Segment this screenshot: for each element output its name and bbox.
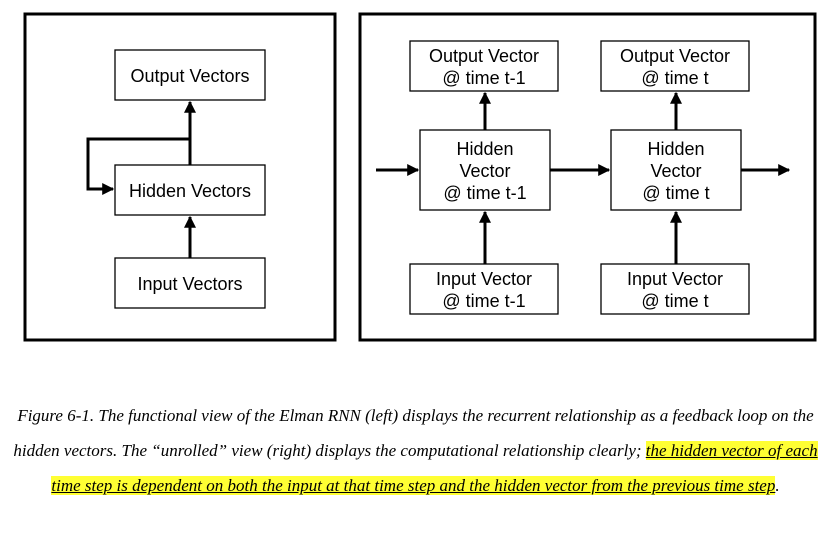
- elman-rnn-diagram: Output Vectors Hidden Vectors Input Vect…: [23, 12, 817, 342]
- input-vectors-label: Input Vectors: [137, 274, 242, 294]
- hidden-vector-t-line3: @ time t: [642, 183, 709, 203]
- output-vector-t-minus-1-box: Output Vector @ time t-1: [409, 40, 559, 92]
- output-vector-t-minus-1-line1: Output Vector: [429, 46, 539, 66]
- hidden-vector-t-box: Hidden Vector @ time t: [610, 129, 742, 211]
- hidden-vector-t-minus-1-box: Hidden Vector @ time t-1: [419, 129, 551, 211]
- feedback-loop-arrow: [86, 137, 190, 195]
- caption-end: .: [775, 476, 780, 495]
- input-vector-t-box: Input Vector @ time t: [600, 263, 750, 315]
- functional-view-panel: Output Vectors Hidden Vectors Input Vect…: [23, 12, 337, 342]
- hidden-vector-t-minus-1-line1: Hidden: [456, 139, 513, 159]
- unrolled-view-panel: Output Vector @ time t-1 Output Vector @…: [358, 12, 817, 342]
- caption-text: Figure 6-1. The functional view of the E…: [13, 406, 814, 460]
- output-vector-t-line2: @ time t: [641, 68, 708, 88]
- output-vectors-label: Output Vectors: [130, 66, 249, 86]
- output-vector-t-minus-1-line2: @ time t-1: [442, 68, 525, 88]
- hidden-vectors-label: Hidden Vectors: [129, 181, 251, 201]
- input-vector-t-line1: Input Vector: [627, 269, 723, 289]
- input-vector-t-line2: @ time t: [641, 291, 708, 311]
- output-vector-t-box: Output Vector @ time t: [600, 40, 750, 92]
- input-vector-t-minus-1-line2: @ time t-1: [442, 291, 525, 311]
- hidden-vector-t-minus-1-line3: @ time t-1: [443, 183, 526, 203]
- hidden-vectors-box: Hidden Vectors: [114, 164, 266, 216]
- hidden-vector-t-minus-1-line2: Vector: [459, 161, 510, 181]
- input-vector-t-minus-1-box: Input Vector @ time t-1: [409, 263, 559, 315]
- hidden-vector-t-line2: Vector: [650, 161, 701, 181]
- hidden-vector-t-line1: Hidden: [647, 139, 704, 159]
- figure-caption: Figure 6-1. The functional view of the E…: [6, 398, 825, 503]
- output-vector-t-line1: Output Vector: [620, 46, 730, 66]
- input-vector-t-minus-1-line1: Input Vector: [436, 269, 532, 289]
- input-vectors-box: Input Vectors: [114, 257, 266, 309]
- output-vectors-box: Output Vectors: [114, 49, 266, 101]
